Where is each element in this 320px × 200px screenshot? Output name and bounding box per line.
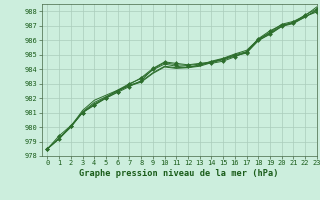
X-axis label: Graphe pression niveau de la mer (hPa): Graphe pression niveau de la mer (hPa) xyxy=(79,169,279,178)
